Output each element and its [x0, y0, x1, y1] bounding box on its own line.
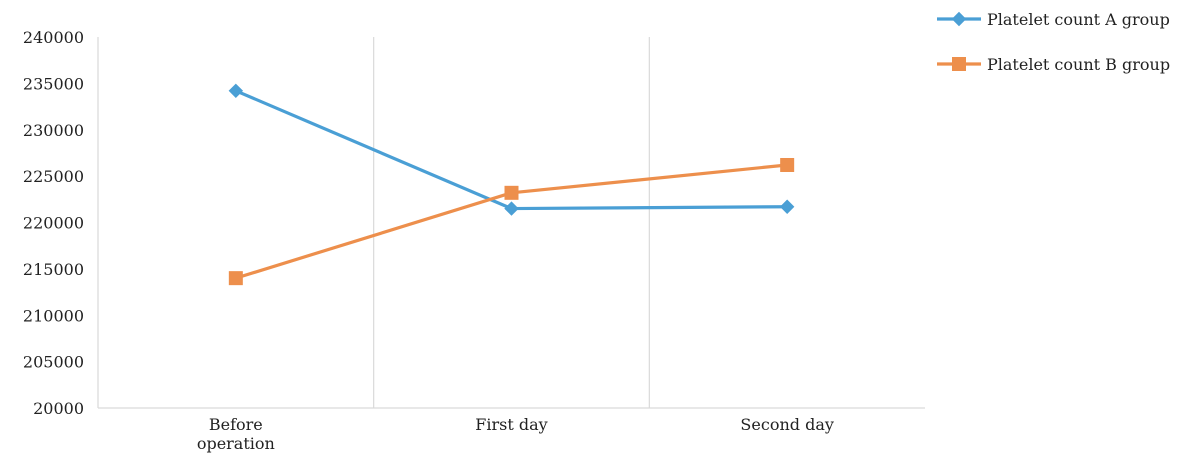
series-layer [228, 83, 795, 286]
data-point [504, 185, 519, 200]
legend-label: Platelet count A group [987, 10, 1170, 29]
data-point [780, 157, 795, 172]
x-tick-label: First day [475, 415, 547, 434]
x-tick-label-line: Second day [740, 415, 833, 434]
x-tick-label: Second day [740, 415, 833, 434]
y-tick-label: 205000 [23, 353, 84, 372]
legend-label: Platelet count B group [987, 55, 1170, 74]
data-point [228, 83, 244, 99]
legend-item: Platelet count B group [937, 55, 1170, 74]
data-point [779, 199, 795, 214]
y-tick-label: 230000 [23, 121, 84, 140]
legend-marker [951, 11, 967, 27]
y-tick-label: 215000 [23, 260, 84, 279]
legend-marker [952, 57, 966, 71]
data-point [228, 271, 243, 286]
series-2 [228, 157, 795, 286]
legend-item: Platelet count A group [937, 10, 1170, 29]
x-tick-label-line: Before [209, 415, 263, 434]
legend: Platelet count A group Platelet count B g… [937, 10, 1170, 74]
y-tick-label: 225000 [23, 167, 84, 186]
x-tick-label: Before operation [197, 415, 275, 453]
data-point [504, 201, 519, 216]
x-tick-label-line: operation [197, 434, 275, 453]
series-line [234, 163, 789, 280]
y-tick-label: 220000 [23, 214, 84, 233]
grid-layer [373, 37, 650, 408]
x-tick-label-line: First day [475, 415, 547, 434]
y-tick-label: 210000 [23, 306, 84, 325]
y-tick-label: 20000 [33, 399, 84, 418]
axis-layer: 20000 205000 210000 215000 220000 225000 23000… [23, 28, 925, 453]
y-tick-label: 240000 [23, 28, 84, 47]
y-tick-label: 235000 [23, 74, 84, 93]
series-1 [228, 83, 795, 216]
